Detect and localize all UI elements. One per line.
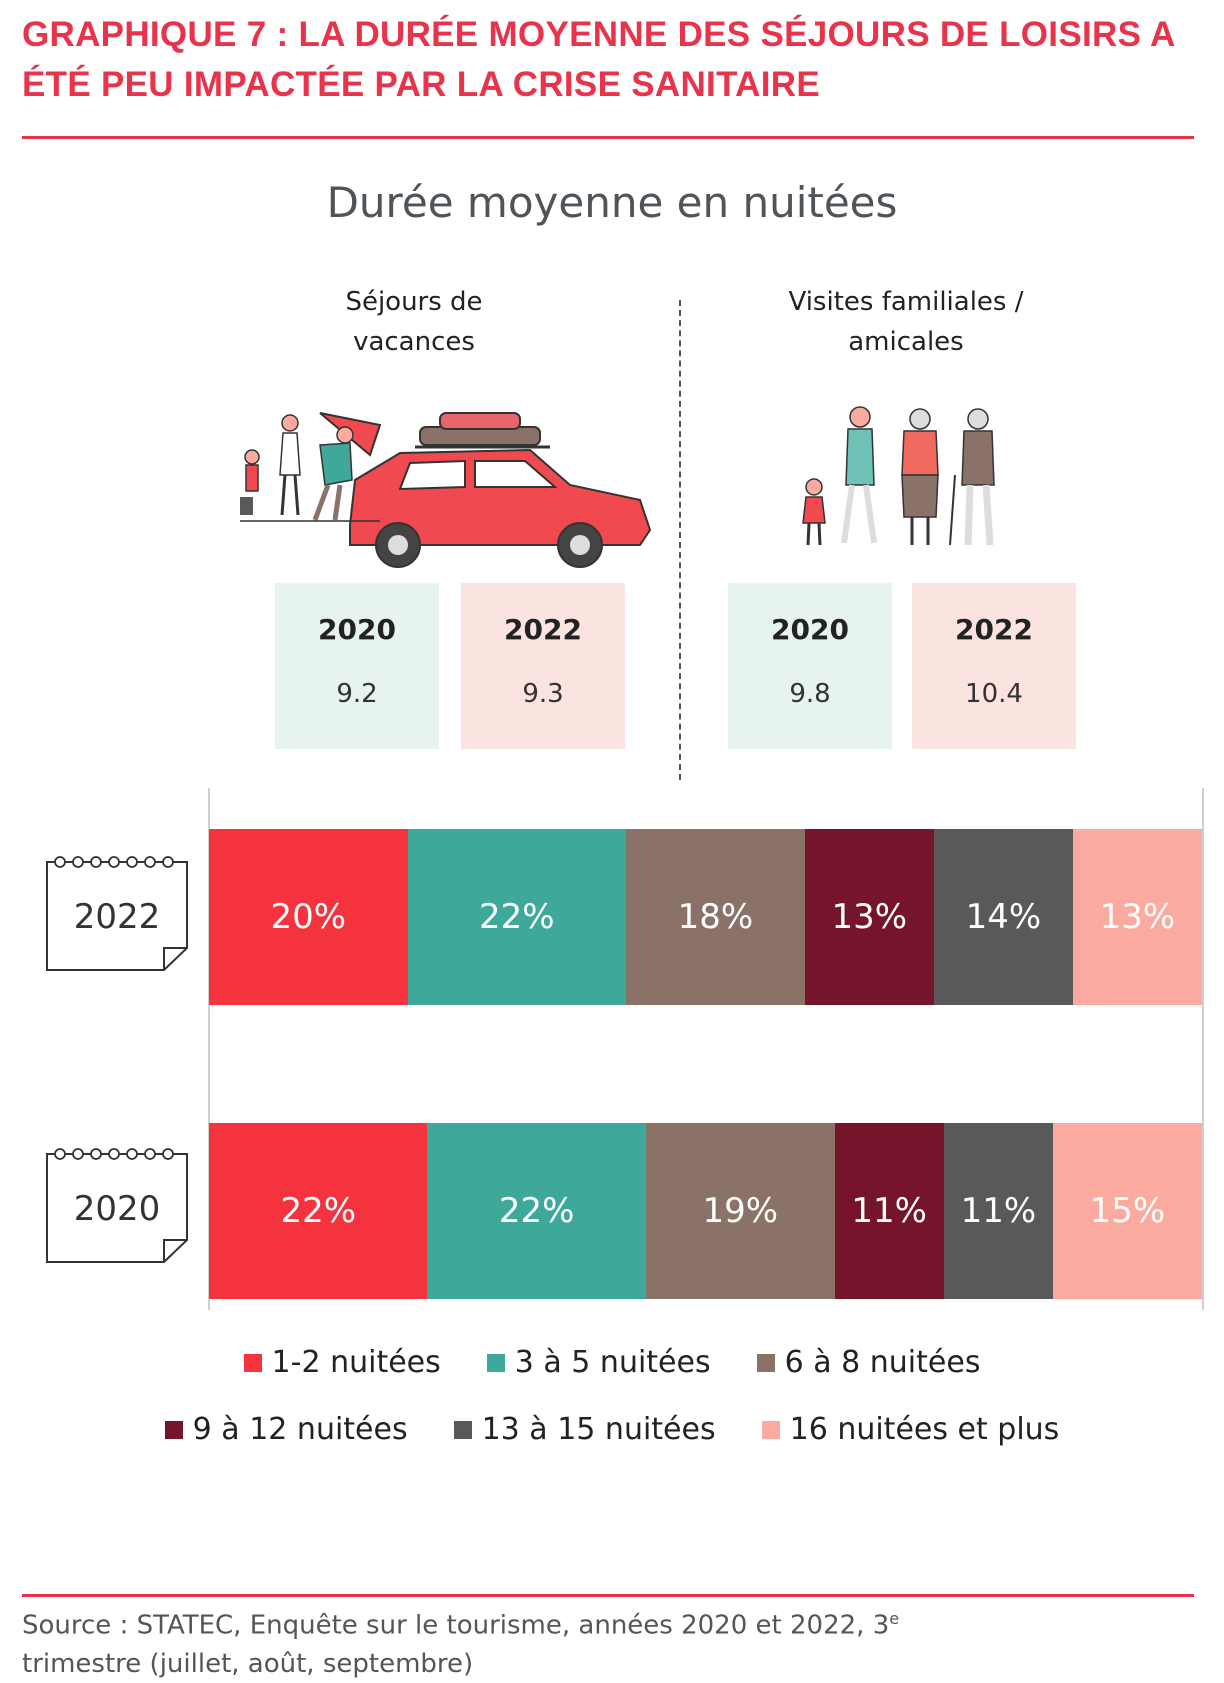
column-title-vacances-line1: Séjours de xyxy=(345,287,483,317)
calendar-icon: 2022 xyxy=(46,856,188,971)
bar-data-label: 22% xyxy=(479,897,555,937)
calendar-icon: 2020 xyxy=(46,1148,188,1263)
legend-item: 13 à 15 nuitées xyxy=(453,1412,716,1447)
legend-label: 6 à 8 nuitées xyxy=(784,1345,981,1380)
legend-item: 9 à 12 nuitées xyxy=(164,1412,408,1447)
stacked-bar-2022: 20% 22% 18% 13% 14% 13% xyxy=(209,829,1202,1005)
stat-year: 2022 xyxy=(955,613,1033,646)
legend-item: 1-2 nuitées xyxy=(243,1345,441,1380)
axis-line-left xyxy=(208,788,210,1310)
bar-data-label: 22% xyxy=(280,1191,357,1231)
stat-value: 9.2 xyxy=(336,679,378,709)
source-superscript: e xyxy=(889,1609,900,1628)
stat-year: 2020 xyxy=(318,613,396,646)
bar-segment-2020-series-2: 19% xyxy=(645,1123,835,1299)
legend-swatch xyxy=(486,1353,505,1372)
bar-data-label: 11% xyxy=(851,1191,927,1231)
stat-vacances-2022: 2022 9.3 xyxy=(461,583,625,749)
bar-data-label: 19% xyxy=(702,1191,779,1231)
column-title-visites-line1: Visites familiales / xyxy=(788,287,1024,317)
legend-swatch xyxy=(164,1420,183,1439)
bar-segment-2022-series-5: 13% xyxy=(1072,829,1202,1005)
stat-visites-2022: 2022 10.4 xyxy=(912,583,1076,749)
bar-segment-2022-series-1: 22% xyxy=(407,829,627,1005)
stat-value: 9.3 xyxy=(522,679,564,709)
top-rule xyxy=(22,136,1194,139)
legend-item: 16 nuitées et plus xyxy=(761,1412,1060,1447)
legend-label: 13 à 15 nuitées xyxy=(481,1412,716,1447)
column-title-visites-line2: amicales xyxy=(848,327,964,357)
legend-label: 1-2 nuitées xyxy=(271,1345,441,1380)
stat-visites-2020: 2020 9.8 xyxy=(728,583,892,749)
family-walking-icon xyxy=(802,406,995,546)
bar-segment-2020-series-1: 22% xyxy=(427,1123,646,1299)
stat-vacances-2020: 2020 9.2 xyxy=(275,583,439,749)
legend-item: 6 à 8 nuitées xyxy=(756,1345,981,1380)
stat-year: 2022 xyxy=(504,613,582,646)
calendar-year-2020: 2020 xyxy=(74,1189,161,1229)
chart-subtitle: Durée moyenne en nuitées xyxy=(326,178,898,227)
legend-swatch xyxy=(453,1420,472,1439)
bar-data-label: 13% xyxy=(1099,897,1176,937)
column-title-vacances-line2: vacances xyxy=(353,327,475,357)
legend-swatch xyxy=(756,1353,775,1372)
legend-swatch xyxy=(761,1420,780,1439)
bar-segment-2020-series-5: 15% xyxy=(1053,1123,1202,1299)
bar-data-label: 18% xyxy=(677,897,754,937)
stat-value: 9.8 xyxy=(789,679,831,709)
legend-swatch xyxy=(243,1353,262,1372)
bar-data-label: 13% xyxy=(831,897,908,937)
bar-segment-2022-series-0: 20% xyxy=(209,829,408,1005)
column-title-visites: Visites familiales / amicales xyxy=(746,282,1066,362)
headline-line1: GRAPHIQUE 7 : LA DURÉE MOYENNE DES SÉJOU… xyxy=(22,15,1176,54)
bar-data-label: 22% xyxy=(498,1191,575,1231)
legend-item: 3 à 5 nuitées xyxy=(486,1345,711,1380)
chart-headline: GRAPHIQUE 7 : LA DURÉE MOYENNE DES SÉJOU… xyxy=(22,10,1202,110)
axis-line-right xyxy=(1202,788,1204,1310)
stacked-bar-2020: 22% 22% 19% 11% 11% 15% xyxy=(209,1123,1202,1299)
source-text-line2: trimestre (juillet, août, septembre) xyxy=(22,1648,474,1679)
bar-data-label: 20% xyxy=(270,897,347,937)
legend-label: 9 à 12 nuitées xyxy=(192,1412,408,1447)
bar-segment-2022-series-3: 13% xyxy=(804,829,934,1005)
bar-segment-2020-series-3: 11% xyxy=(834,1123,944,1299)
legend-row-2: 9 à 12 nuitées 13 à 15 nuitées 16 nuitée… xyxy=(0,1412,1224,1447)
bar-segment-2022-series-4: 14% xyxy=(933,829,1073,1005)
dashed-divider xyxy=(679,300,681,780)
bar-segment-2020-series-0: 22% xyxy=(209,1123,428,1299)
stat-year: 2020 xyxy=(771,613,849,646)
bar-segment-2022-series-2: 18% xyxy=(626,829,805,1005)
source-text: Source : STATEC, Enquête sur le tourisme… xyxy=(22,1610,890,1641)
bar-data-label: 11% xyxy=(960,1191,1037,1231)
calendar-year-2022: 2022 xyxy=(74,897,161,937)
column-title-vacances: Séjours de vacances xyxy=(254,282,574,362)
bar-segment-2020-series-4: 11% xyxy=(943,1123,1053,1299)
legend-label: 16 nuitées et plus xyxy=(789,1412,1060,1447)
legend-label: 3 à 5 nuitées xyxy=(514,1345,711,1380)
source-note: Source : STATEC, Enquête sur le tourisme… xyxy=(22,1600,1182,1683)
bar-data-label: 14% xyxy=(965,897,1042,937)
legend-row-1: 1-2 nuitées 3 à 5 nuitées 6 à 8 nuitées xyxy=(0,1345,1224,1380)
family-car-icon xyxy=(240,412,652,568)
headline-line2: ÉTÉ PEU IMPACTÉE PAR LA CRISE SANITAIRE xyxy=(22,65,820,104)
bar-data-label: 15% xyxy=(1089,1191,1166,1231)
stat-value: 10.4 xyxy=(965,679,1023,709)
bottom-rule xyxy=(22,1594,1194,1597)
